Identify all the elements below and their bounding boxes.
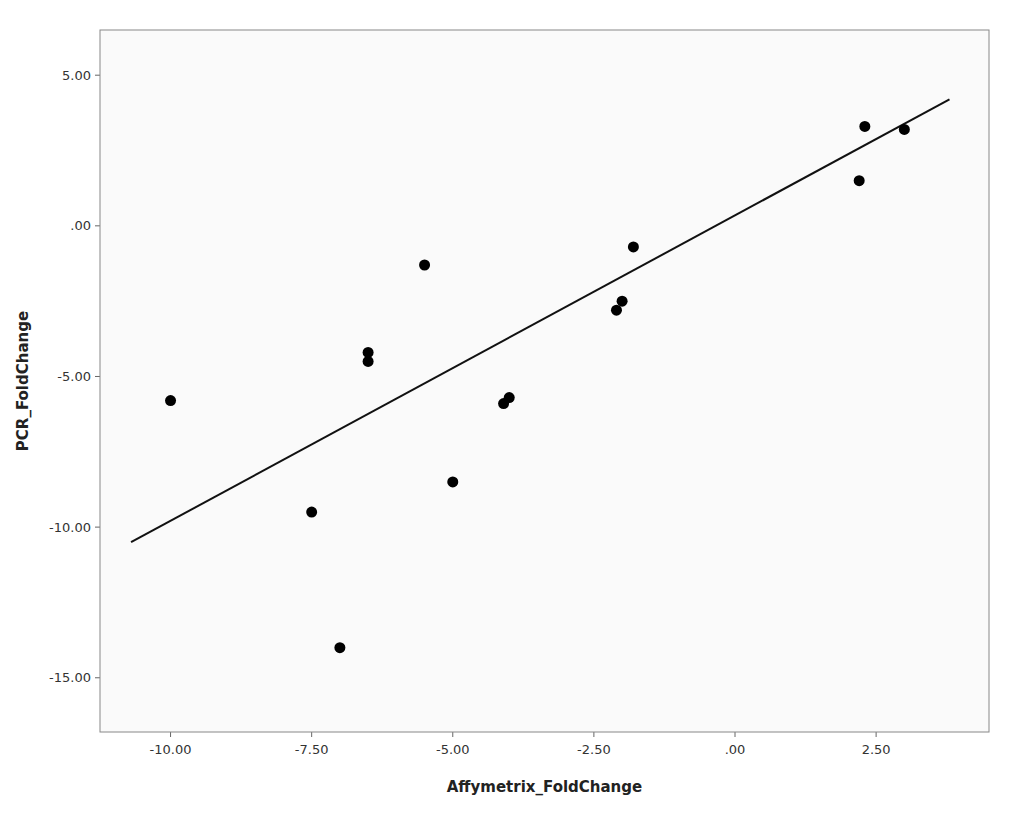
plot-frame <box>100 30 989 732</box>
scatter-point <box>363 347 374 358</box>
tick-mark <box>876 732 877 737</box>
tick-mark <box>95 225 100 226</box>
data-marks <box>131 99 949 653</box>
tick-label: .00 <box>725 742 746 757</box>
tick-mark <box>95 527 100 528</box>
chart: -10.00 -7.50 -5.00 -2.50 .00 2.50 -15.00 -10.00… <box>0 0 1019 817</box>
scatter-point <box>859 121 870 132</box>
tick-label: -10.00 <box>150 742 192 757</box>
tick-mark <box>95 75 100 76</box>
tick-label: -5.00 <box>436 742 470 757</box>
scatter-point <box>899 124 910 135</box>
tick-mark <box>452 732 453 737</box>
scatter-point <box>419 260 430 271</box>
x-axis-label: Affymetrix_FoldChange <box>447 778 642 796</box>
tick-label: -15.00 <box>49 670 91 685</box>
tick-mark <box>311 732 312 737</box>
y-axis-label: PCR_FoldChange <box>14 311 32 451</box>
tick-label: -10.00 <box>49 520 91 535</box>
regression-line <box>131 99 949 542</box>
scatter-point <box>854 175 865 186</box>
plot-area <box>100 30 989 732</box>
tick-label: 5.00 <box>62 68 91 83</box>
tick-label: -2.50 <box>577 742 611 757</box>
scatter-point <box>306 507 317 518</box>
scatter-point <box>165 395 176 406</box>
tick-label: -7.50 <box>295 742 329 757</box>
axes: -10.00 -7.50 -5.00 -2.50 .00 2.50 -15.00 -10.00… <box>49 30 989 757</box>
scatter-point <box>628 241 639 252</box>
scatter-point <box>611 305 622 316</box>
tick-mark <box>95 677 100 678</box>
tick-label: .00 <box>70 218 91 233</box>
tick-label: -5.00 <box>57 369 91 384</box>
scatter-point <box>447 476 458 487</box>
tick-label: 2.50 <box>862 742 891 757</box>
tick-mark <box>95 376 100 377</box>
scatter-point <box>334 642 345 653</box>
tick-mark <box>593 732 594 737</box>
tick-mark <box>735 732 736 737</box>
scatter-point <box>498 398 509 409</box>
tick-mark <box>170 732 171 737</box>
